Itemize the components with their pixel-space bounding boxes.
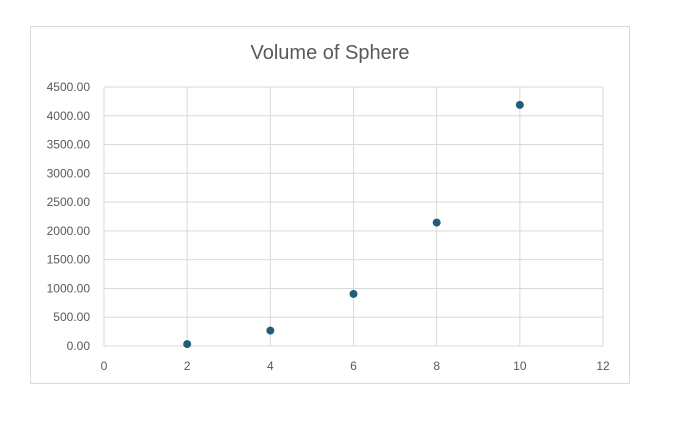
x-tick-label: 6 — [350, 359, 357, 373]
x-tick-label: 4 — [267, 359, 274, 373]
y-tick-label: 3500.00 — [47, 138, 91, 152]
data-point — [515, 100, 524, 109]
tick-labels: 0.00 500.00 1000.00 1500.00 2000.00 2500.00 30… — [47, 80, 610, 373]
gridlines — [103, 86, 604, 347]
chart-frame — [30, 26, 630, 384]
y-tick-label: 2000.00 — [47, 224, 91, 238]
y-tick-label: 2500.00 — [47, 195, 91, 209]
y-tick-label: 1500.00 — [47, 253, 91, 267]
data-points — [183, 100, 524, 349]
y-tick-label: 1000.00 — [47, 281, 91, 295]
x-tick-label: 2 — [184, 359, 191, 373]
y-tick-label: 3000.00 — [47, 166, 91, 180]
data-point — [183, 340, 192, 349]
x-tick-label: 10 — [513, 359, 527, 373]
y-tick-label: 4500.00 — [47, 80, 91, 94]
y-tick-label: 0.00 — [67, 339, 91, 353]
x-tick-label: 12 — [596, 359, 610, 373]
y-tick-label: 4000.00 — [47, 109, 91, 123]
data-point — [266, 326, 275, 335]
x-tick-label: 8 — [433, 359, 440, 373]
y-tick-label: 500.00 — [53, 310, 90, 324]
chart-title: Volume of Sphere — [251, 42, 410, 64]
data-point — [432, 218, 441, 227]
data-point — [349, 289, 358, 298]
x-tick-label: 0 — [101, 359, 108, 373]
